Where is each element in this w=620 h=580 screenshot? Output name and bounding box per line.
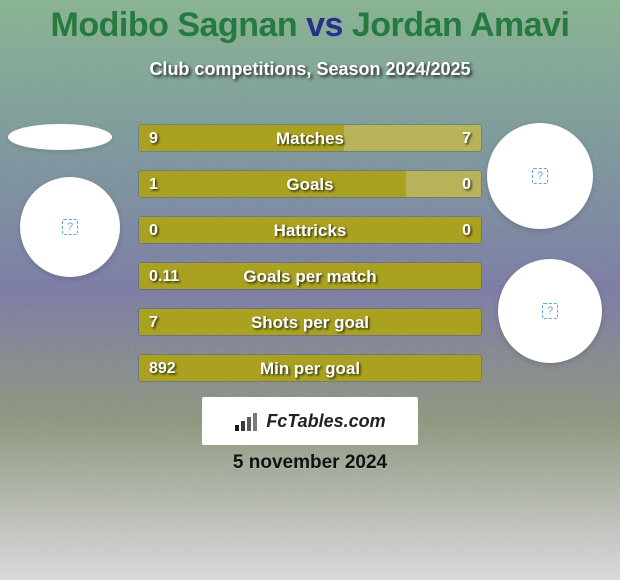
stat-value-p1: 892: [149, 355, 176, 382]
fctables-logo-icon: [234, 411, 260, 431]
stat-row: Goals1 0: [138, 170, 482, 198]
branding-text: FcTables.com: [266, 411, 385, 432]
stat-value-p1: 1: [149, 171, 158, 198]
stat-label: Matches: [139, 125, 481, 152]
stat-label: Min per goal: [139, 355, 481, 382]
player2-name: Jordan Amavi: [352, 6, 570, 44]
player1-team-badge: ?: [20, 177, 120, 277]
branding-badge: FcTables.com: [202, 397, 418, 445]
player1-name: Modibo Sagnan: [51, 6, 298, 44]
player1-avatar-ellipse: [8, 124, 112, 150]
stat-label: Hattricks: [139, 217, 481, 244]
stat-label: Goals per match: [139, 263, 481, 290]
stat-row: Shots per goal7: [138, 308, 482, 336]
stat-value-p1: 7: [149, 309, 158, 336]
stat-row: Matches9 7: [138, 124, 482, 152]
stat-value-p2: 7: [462, 125, 471, 152]
stat-row: Hattricks0 0: [138, 216, 482, 244]
stat-label: Goals: [139, 171, 481, 198]
page-title: Modibo Sagnan vs Jordan Amavi: [0, 0, 620, 45]
generation-date: 5 november 2024: [0, 452, 620, 474]
stat-value-p1: 0.11: [149, 263, 179, 290]
placeholder-icon: ?: [62, 219, 78, 235]
stats-comparison: Matches97Goals10Hattricks00Goals per mat…: [138, 124, 482, 400]
stat-row: Goals per match0.11: [138, 262, 482, 290]
stat-value-p1: 9: [149, 125, 158, 152]
stat-value-p2: 0: [462, 217, 471, 244]
stat-value-p1: 0: [149, 217, 158, 244]
player2-avatar: ?: [487, 123, 593, 229]
stat-value-p2: 0: [462, 171, 471, 198]
placeholder-icon: ?: [542, 303, 558, 319]
subtitle: Club competitions, Season 2024/2025: [0, 59, 620, 80]
stat-label: Shots per goal: [139, 309, 481, 336]
player2-team-badge: ?: [498, 259, 602, 363]
placeholder-icon: ?: [532, 168, 548, 184]
title-vs: vs: [306, 6, 352, 44]
stat-row: Min per goal892: [138, 354, 482, 382]
